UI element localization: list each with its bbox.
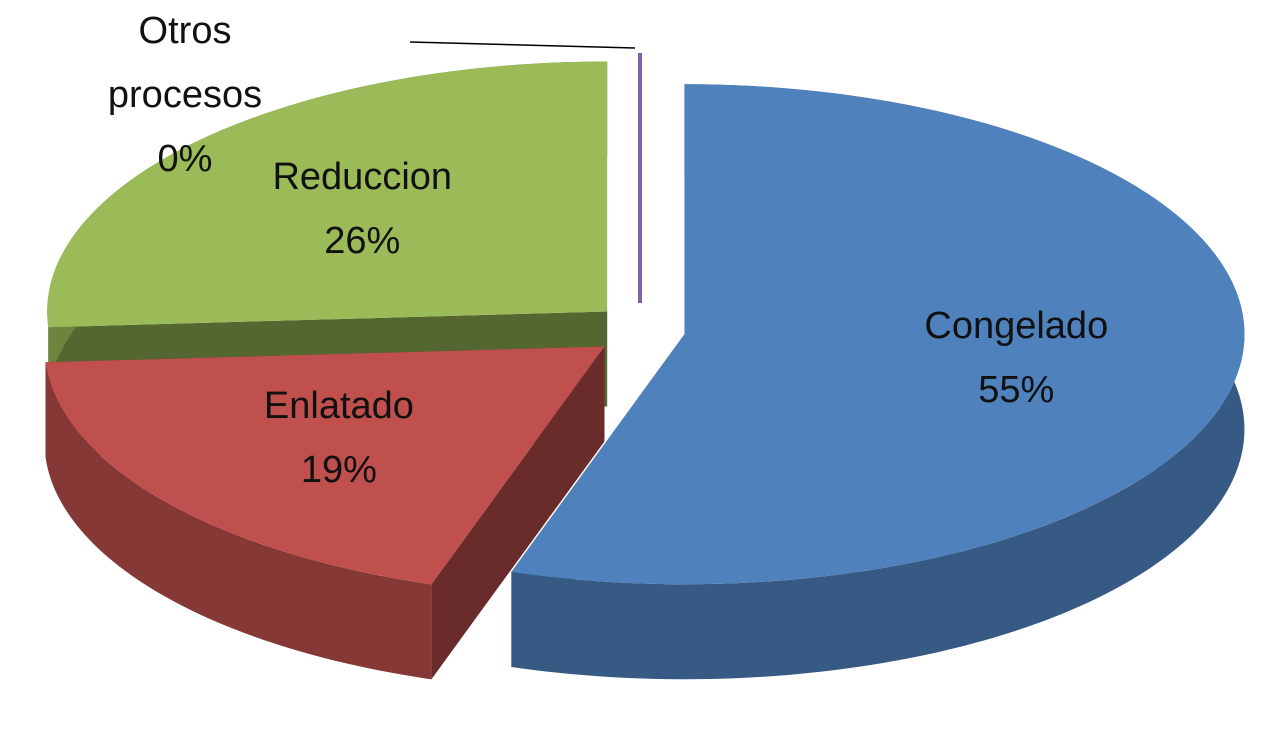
data-label: Otros procesos 0% [85, 0, 285, 191]
data-label: Congelado 55% [924, 294, 1108, 422]
slice-group [511, 84, 1245, 680]
label-name: Enlatado [263, 385, 414, 428]
leader-line [409, 41, 636, 49]
slice [45, 346, 605, 585]
label-name: Otros procesos [107, 10, 263, 116]
label-name: Congelado [924, 304, 1109, 347]
slice [47, 61, 608, 328]
label-value: 55% [978, 368, 1055, 411]
slice-group [45, 346, 605, 680]
data-label: Enlatado 19% [264, 374, 414, 502]
slice-side [45, 362, 432, 680]
label-value: 0% [157, 138, 213, 180]
label-value: 19% [300, 449, 377, 492]
slice [511, 84, 1245, 585]
label-value: 26% [324, 219, 401, 262]
label-name: Reduccion [272, 155, 453, 198]
data-label: Reduccion 26% [272, 145, 452, 273]
